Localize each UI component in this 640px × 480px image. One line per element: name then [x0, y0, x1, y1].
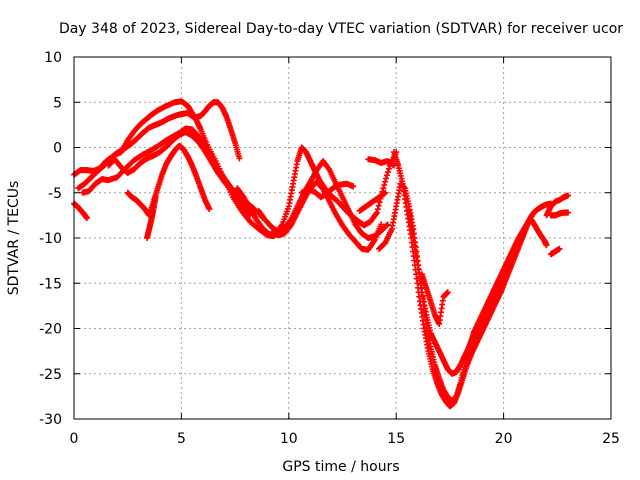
- series-track-13: [365, 156, 398, 169]
- x-tick-label: 10: [280, 431, 298, 447]
- series-track-7: [144, 194, 159, 241]
- y-tick-label: -30: [39, 412, 62, 428]
- data-points: [71, 98, 572, 410]
- series-track-21: [547, 245, 563, 258]
- data-point: [383, 222, 390, 229]
- data-point: [350, 183, 357, 190]
- y-tick-label: 10: [44, 50, 62, 66]
- data-point: [382, 178, 389, 185]
- data-point: [385, 165, 392, 172]
- data-point: [383, 172, 390, 179]
- y-tick-label: -25: [39, 367, 62, 383]
- data-point: [375, 202, 382, 209]
- series-track-17: [418, 271, 451, 327]
- x-axis-label: GPS time / hours: [282, 459, 399, 475]
- series-track-19: [543, 192, 572, 219]
- y-tick-label: -15: [39, 276, 62, 292]
- data-point: [374, 206, 381, 213]
- data-point: [236, 155, 243, 162]
- x-tick-label: 5: [177, 431, 186, 447]
- data-point: [378, 221, 385, 228]
- y-tick-label: -10: [39, 231, 62, 247]
- series-track-18: [528, 216, 550, 249]
- data-point: [517, 235, 524, 241]
- chart-title: Day 348 of 2023, Sidereal Day-to-day VTE…: [59, 21, 623, 37]
- axis-ticks: [73, 56, 612, 420]
- data-point: [83, 215, 90, 222]
- series-track-20: [547, 209, 572, 219]
- series-track-9: [255, 158, 391, 241]
- series-track-1: [71, 98, 277, 240]
- y-tick-label: -5: [48, 186, 62, 202]
- data-point: [543, 242, 550, 249]
- data-point: [206, 206, 213, 213]
- data-point: [565, 192, 572, 199]
- data-point: [381, 181, 388, 188]
- data-point: [565, 209, 572, 216]
- data-point: [556, 245, 563, 252]
- series-track-11: [298, 180, 357, 201]
- data-point: [444, 289, 451, 296]
- y-tick-label: 5: [53, 95, 62, 111]
- x-tick-labels: 0 5 10 15 20 25: [70, 431, 620, 447]
- data-point: [384, 221, 391, 228]
- x-tick-label: 0: [70, 431, 79, 447]
- x-tick-label: 20: [495, 431, 513, 447]
- series-track-12: [356, 189, 389, 214]
- data-point: [383, 175, 390, 182]
- y-tick-label: 0: [53, 141, 62, 157]
- series-track-15: [391, 149, 535, 410]
- x-tick-label: 25: [602, 431, 620, 447]
- data-point: [373, 209, 380, 216]
- series-track-10: [268, 178, 385, 253]
- series-track-3: [79, 125, 254, 218]
- y-tick-label: -20: [39, 322, 62, 338]
- series-track-5: [124, 142, 213, 219]
- data-point: [380, 185, 387, 192]
- data-point: [384, 169, 391, 176]
- y-axis-label: SDTVAR / TECUs: [6, 181, 22, 296]
- data-point: [152, 194, 159, 201]
- series-track-16: [406, 207, 524, 377]
- x-tick-label: 15: [387, 431, 405, 447]
- y-tick-labels: -30 -25 -20 -15 -10 -5 0 5 10: [39, 50, 62, 428]
- data-point: [382, 189, 389, 196]
- grid-lines: [74, 57, 611, 419]
